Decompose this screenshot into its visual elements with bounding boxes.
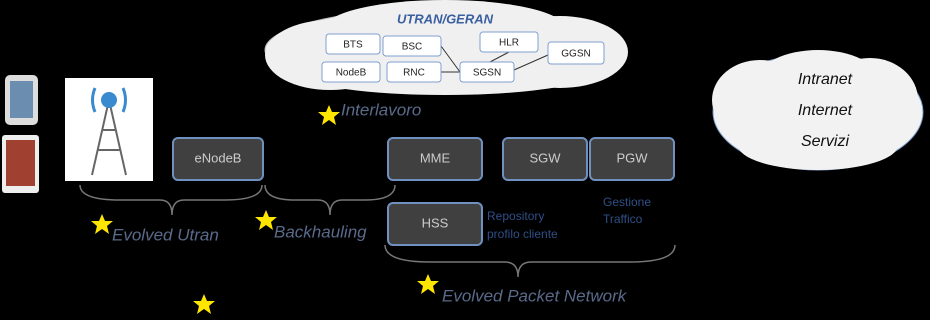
- stars: [91, 105, 439, 314]
- connectors: [440, 45, 549, 73]
- node-label: HLR: [499, 38, 519, 49]
- cloud-text: Servizi: [801, 133, 849, 150]
- node-label: SGW: [529, 150, 561, 165]
- node-label: HSS: [422, 215, 449, 230]
- cloud-text: Internet: [798, 102, 853, 119]
- cloud-text: Intranet: [798, 71, 853, 88]
- note: Gestione: [603, 195, 651, 209]
- node-label: RNC: [403, 68, 425, 79]
- node-label: BSC: [402, 42, 423, 53]
- section-label: Evolved Utran: [112, 225, 219, 244]
- internet-cloud: [712, 50, 924, 171]
- cloud-title: UTRAN/GERAN: [397, 11, 494, 26]
- braces: [79, 184, 676, 278]
- note: profilo cliente: [487, 227, 558, 241]
- node-label: SGSN: [473, 68, 501, 79]
- node-label: PGW: [616, 150, 648, 165]
- network-boxes: [172, 137, 675, 246]
- section-label: Backhauling: [274, 222, 367, 241]
- node-label: GGSN: [561, 49, 590, 60]
- section-label: Interlavoro: [341, 100, 421, 119]
- note: Repository: [487, 209, 544, 223]
- small-boxes: [321, 31, 605, 83]
- node-label: BTS: [343, 40, 363, 51]
- node-label: eNodeB: [195, 150, 242, 165]
- note: Traffico: [603, 212, 643, 226]
- node-label: NodeB: [336, 68, 367, 79]
- section-label: Evolved Packet Network: [442, 286, 628, 305]
- devices: [2, 75, 153, 193]
- node-label: MME: [420, 150, 451, 165]
